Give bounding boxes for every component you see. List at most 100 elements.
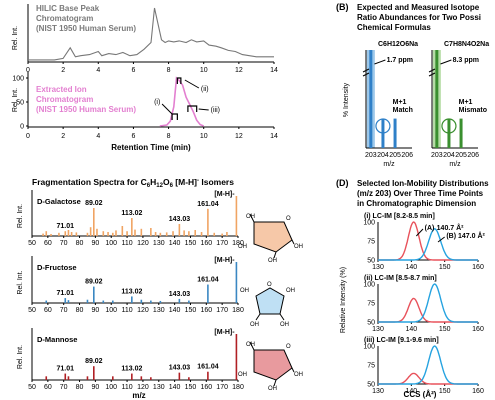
eic-ytick-label: 50 xyxy=(16,100,24,107)
eic-label-ii: (ii) xyxy=(201,86,209,93)
frag-ylabel: Rel. Int. xyxy=(17,270,24,294)
galactose-ring-o: O xyxy=(286,216,291,222)
frag-peak-label: 113.02 xyxy=(121,288,142,295)
im-ylabel: Relative Intensity (%) xyxy=(340,267,347,333)
panel-b-title-3: Chemical Formulas xyxy=(357,23,431,32)
fructose-oh-1: OH xyxy=(240,288,249,294)
im-label-a: (A) xyxy=(425,225,435,232)
im-xtick-label: 140 xyxy=(405,388,417,395)
frag-xtick-label: 90 xyxy=(91,307,99,314)
frag-xtick-label: 110 xyxy=(121,240,132,247)
frag-compound-label: D-Galactose xyxy=(37,197,81,206)
fructose-oh-4: OH xyxy=(280,322,289,328)
frag-peak-label: 71.01 xyxy=(57,223,75,230)
frag-xtick-label: 60 xyxy=(44,384,52,391)
frag-xtick-label: 70 xyxy=(60,240,68,247)
frag-mannose-panel: Rel. Int. 50 60 70 80 90 100 110 120 130 140 150 160… xyxy=(17,328,244,391)
bpc-xtick-label: 0 xyxy=(26,67,30,74)
eic-xlabel: Retention Time (min) xyxy=(111,143,191,152)
bpc-title-2: Chromatogram xyxy=(36,14,93,23)
frag-xtick-label: 140 xyxy=(169,384,181,391)
eic-xtick-label: 10 xyxy=(200,133,208,140)
mannose-oh-4: OH xyxy=(268,386,277,392)
im-xtick-label: 160 xyxy=(472,388,484,395)
isotope-bar xyxy=(459,118,463,148)
isotope-ylabel: % Intensity xyxy=(343,82,350,117)
eic-arrow-i xyxy=(161,103,173,115)
eic-arrow-ii xyxy=(184,79,200,89)
eic-bracket-ii xyxy=(176,77,182,84)
eic-ytick-label: 0 xyxy=(20,124,24,131)
im-ytick-label: 100 xyxy=(363,344,375,351)
frag-xtick-label: 170 xyxy=(216,240,228,247)
isotope-m1-circle xyxy=(441,118,457,134)
frag-xtick-label: 170 xyxy=(216,307,228,314)
frag-xtick-label: 160 xyxy=(200,384,212,391)
mannose-oh-1: OH xyxy=(246,342,255,348)
isotope-note-2: Match xyxy=(393,107,413,114)
eic-xtick-label: 8 xyxy=(167,133,171,140)
bpc-title-1: HILIC Base Peak xyxy=(36,4,100,13)
im-xlabel: CCS (Å²) xyxy=(404,390,437,399)
isotope-xtick-label: 203 xyxy=(365,152,377,159)
bpc-panel: Rel. Int. HILIC Base Peak Chromatogram (… xyxy=(12,4,278,74)
eic-xtick-label: 4 xyxy=(96,133,100,140)
frag-title: Fragmentation Spectra for C6H12O6 [M-H]-… xyxy=(32,177,234,189)
eic-xtick-label: 14 xyxy=(270,133,278,140)
isotope-ppm: 8.3 ppm xyxy=(453,57,479,64)
mannose-oh-3: OH xyxy=(238,372,247,378)
bpc-series-line xyxy=(28,7,274,61)
eic-panel: Rel. Int. Extracted Ion Chromatogram (NI… xyxy=(12,72,278,152)
im-series-line xyxy=(378,228,478,261)
im-xtick-label: 160 xyxy=(472,326,484,333)
frag-xtick-label: 70 xyxy=(60,384,68,391)
frag-xtick-label: 140 xyxy=(169,240,181,247)
im-xtick-label: 130 xyxy=(372,388,384,395)
frag-xtick-label: 140 xyxy=(169,307,181,314)
frag-xtick-label: 130 xyxy=(153,240,165,247)
frag-xtick-label: 90 xyxy=(91,240,99,247)
eic-bracket-iii xyxy=(187,105,198,112)
frag-xtick-label: 80 xyxy=(76,307,84,314)
im-ytick-label: 75 xyxy=(367,363,375,370)
im-ytick-label: 50 xyxy=(367,320,375,327)
im-xtick-label: 130 xyxy=(372,264,384,271)
frag-galactose-panel: Rel. Int. 50 60 70 80 90 100 110 120 130 140 150 160… xyxy=(17,190,244,247)
bpc-xtick-label: 6 xyxy=(131,67,135,74)
isotope-bar xyxy=(393,118,397,148)
frag-xtick-label: 60 xyxy=(44,307,52,314)
isotope-xlabel: m/z xyxy=(383,161,395,168)
isotope-ppm: 1.7 ppm xyxy=(387,57,413,64)
im-ytick-label: 100 xyxy=(363,220,375,227)
mannose-structure: O OH OH OH OH xyxy=(238,341,303,392)
frag-xtick-label: 180 xyxy=(232,240,244,247)
frag-peak-label: 89.02 xyxy=(85,279,103,286)
eic-series-line xyxy=(159,76,204,127)
frag-xtick-label: 50 xyxy=(28,307,36,314)
frag-peak-label: 113.02 xyxy=(121,366,142,373)
eic-title-2: Chromatogram xyxy=(36,95,93,104)
galactose-oh-2: OH xyxy=(294,244,303,250)
frag-xtick-label: 170 xyxy=(216,384,228,391)
galactose-oh-3: OH xyxy=(238,244,247,250)
bpc-xtick-label: 2 xyxy=(61,67,65,74)
frag-peak-label: [M-H]- xyxy=(214,257,235,264)
eic-bracket-i xyxy=(171,113,178,120)
im-ytick-label: 75 xyxy=(367,239,375,246)
panel-d-label: (D) xyxy=(336,178,349,188)
im-xtick-label: 130 xyxy=(372,326,384,333)
bpc-xtick-label: 4 xyxy=(96,67,100,74)
mannose-ring-o: O xyxy=(286,344,291,350)
im-series-line xyxy=(378,345,478,385)
im-ytick-label: 100 xyxy=(363,282,375,289)
frag-xtick-label: 120 xyxy=(137,307,149,314)
eic-ytick-label: 100 xyxy=(12,76,24,83)
isotope-bar xyxy=(435,50,439,148)
fructose-structure: O OH OH OH OH xyxy=(240,282,295,328)
frag-compound-label: D-Mannose xyxy=(37,335,77,344)
frag-peak-label: 89.02 xyxy=(85,200,103,207)
frag-xtick-label: 90 xyxy=(91,384,99,391)
isotope-formula: C6H12O6Na xyxy=(378,41,418,48)
